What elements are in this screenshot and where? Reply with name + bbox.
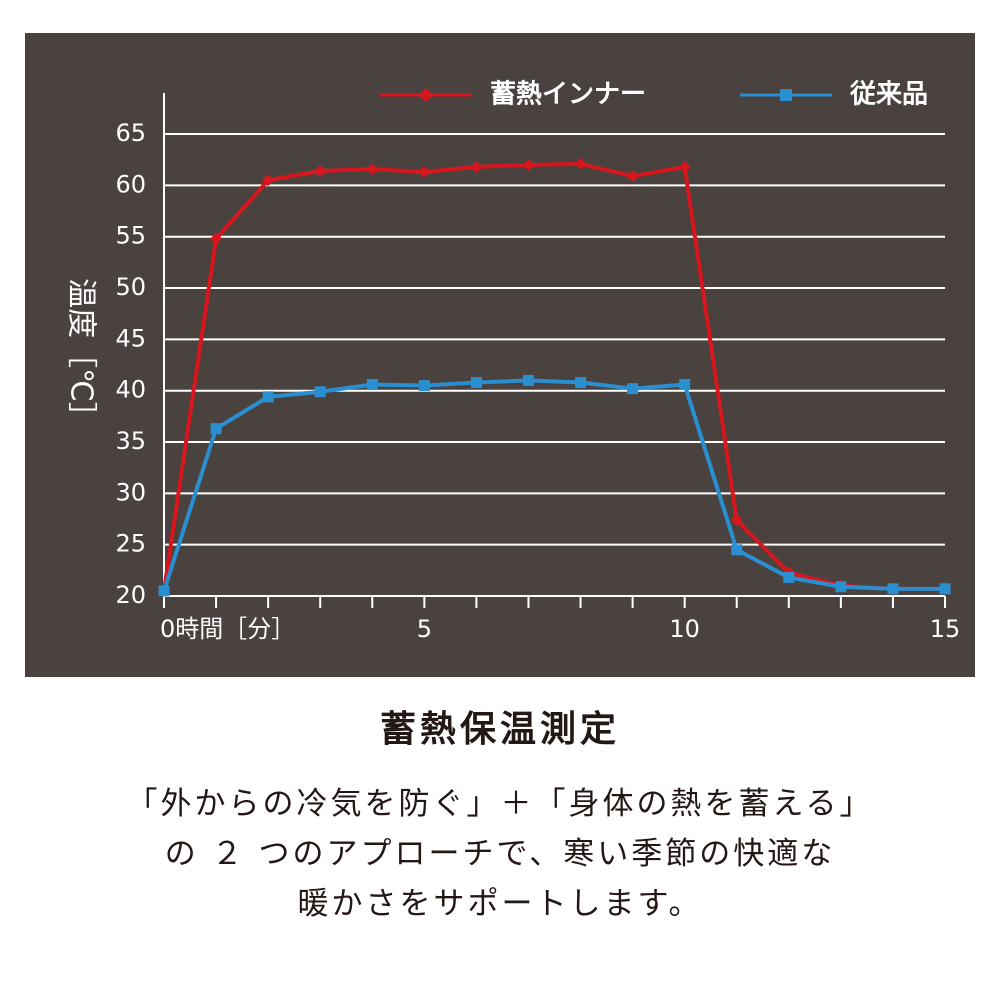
data-point: [210, 423, 222, 435]
data-point: [679, 379, 691, 391]
y-tick-label: 65: [115, 119, 146, 147]
y-tick-label: 25: [115, 530, 146, 558]
y-tick-label: 40: [115, 376, 146, 404]
data-point: [314, 165, 327, 178]
x-tick-label: 10: [669, 615, 700, 643]
y-tick-label: 30: [115, 478, 146, 506]
series-line: [162, 161, 945, 592]
data-point: [731, 544, 743, 556]
data-point: [678, 160, 691, 173]
data-point: [210, 232, 223, 245]
data-point: [366, 379, 378, 391]
y-tick-label: 60: [115, 170, 146, 198]
legend-marker: [780, 89, 792, 101]
caption-line: 暖かさをサポートします。: [297, 886, 703, 922]
caption-title: 蓄熱保温測定: [379, 709, 620, 750]
data-point: [574, 157, 587, 170]
caption-line: 「外からの冷気を防ぐ」＋「身体の熱を蓄える」: [126, 786, 874, 822]
data-point: [366, 162, 379, 175]
x-tick-label: 5: [417, 615, 432, 643]
data-point: [730, 514, 743, 527]
data-point: [470, 160, 483, 173]
x-tick-label: 0時間［分］: [160, 615, 295, 643]
y-tick-label: 45: [115, 324, 146, 352]
series-line: [162, 378, 945, 592]
y-axis-label: 温度［℃］: [64, 278, 99, 432]
chart: 温度［℃］ 20 25 30 35 40 45 50 55 60 65 0時間［分］ 5 10 15 蓄熱イ…: [25, 33, 975, 677]
data-point: [783, 572, 795, 584]
legend-label: 従来品: [849, 80, 928, 110]
x-tick-label: 15: [930, 615, 961, 643]
data-point: [262, 391, 274, 403]
y-tick-label: 35: [115, 427, 146, 455]
data-point: [522, 158, 535, 171]
legend-marker: [419, 88, 433, 102]
legend-label: 蓄熱インナー: [490, 80, 646, 110]
data-point: [470, 376, 482, 388]
y-tick-label: 20: [115, 581, 146, 609]
data-point: [418, 380, 430, 392]
data-point: [887, 583, 899, 595]
data-point: [418, 166, 431, 179]
caption-line: の ２ つのアプローチで、寒い季節の快適な: [164, 836, 836, 872]
data-point: [627, 383, 639, 395]
chart-background: [25, 33, 975, 677]
data-point: [835, 581, 847, 593]
data-point: [626, 170, 639, 183]
data-point: [262, 174, 275, 187]
y-tick-label: 55: [115, 222, 146, 250]
data-point: [158, 585, 170, 597]
data-point: [314, 386, 326, 398]
data-point: [939, 583, 951, 595]
y-tick-label: 50: [115, 273, 146, 301]
data-point: [522, 374, 534, 386]
data-point: [575, 376, 587, 388]
